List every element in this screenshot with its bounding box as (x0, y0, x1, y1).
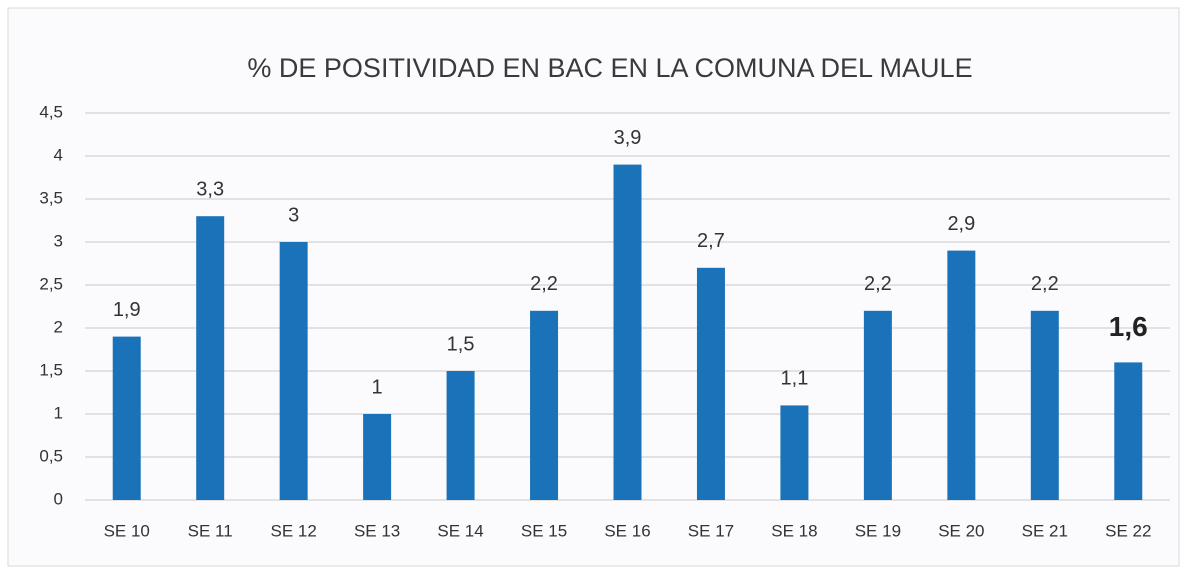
value-label: 3,3 (196, 178, 224, 200)
y-tick-label: 4 (54, 145, 63, 164)
x-tick-label: SE 19 (855, 521, 901, 540)
x-tick-label: SE 17 (688, 521, 734, 540)
y-tick-label: 4,5 (39, 102, 63, 121)
value-label: 2,2 (1031, 273, 1059, 295)
x-tick-label: SE 13 (354, 521, 400, 540)
bar (696, 267, 725, 500)
bar (363, 414, 392, 500)
bar (1114, 362, 1143, 500)
value-label: 2,2 (864, 273, 892, 295)
value-label: 2,9 (947, 213, 975, 235)
bar (613, 164, 642, 500)
bar (279, 242, 308, 500)
y-tick-label: 2,5 (39, 274, 63, 293)
x-tick-label: SE 16 (604, 521, 650, 540)
value-label: 2,7 (697, 230, 725, 252)
x-tick-label: SE 10 (104, 521, 150, 540)
y-tick-label: 0,5 (39, 446, 63, 465)
value-label: 3,9 (614, 127, 642, 149)
bar (112, 336, 141, 500)
x-tick-label: SE 21 (1022, 521, 1068, 540)
bar (530, 310, 559, 500)
x-tick-label: SE 14 (437, 521, 483, 540)
bar (196, 216, 225, 500)
y-tick-label: 3 (54, 231, 63, 250)
y-tick-label: 2 (54, 317, 63, 336)
value-label: 1,9 (113, 299, 141, 321)
bar (863, 310, 892, 500)
x-tick-label: SE 22 (1105, 521, 1151, 540)
y-tick-label: 0 (54, 489, 63, 508)
chart-frame (7, 7, 1180, 567)
bar (1030, 310, 1059, 500)
value-label: 3 (288, 204, 299, 226)
value-label: 1,5 (447, 333, 475, 355)
value-label: 1,6 (1109, 311, 1148, 342)
bar (446, 371, 475, 500)
x-tick-label: SE 15 (521, 521, 567, 540)
chart-title: % DE POSITIVIDAD EN BAC EN LA COMUNA DEL… (247, 53, 972, 83)
value-label: 2,2 (530, 273, 558, 295)
y-tick-label: 1,5 (39, 360, 63, 379)
x-tick-label: SE 20 (938, 521, 984, 540)
x-tick-label: SE 11 (188, 521, 233, 540)
y-tick-label: 3,5 (39, 188, 63, 207)
y-tick-label: 1 (54, 403, 63, 422)
bar (947, 250, 976, 500)
bar (780, 405, 809, 500)
x-tick-label: SE 18 (771, 521, 817, 540)
x-tick-label: SE 12 (270, 521, 316, 540)
value-label: 1,1 (781, 368, 809, 390)
value-label: 1 (372, 376, 383, 398)
